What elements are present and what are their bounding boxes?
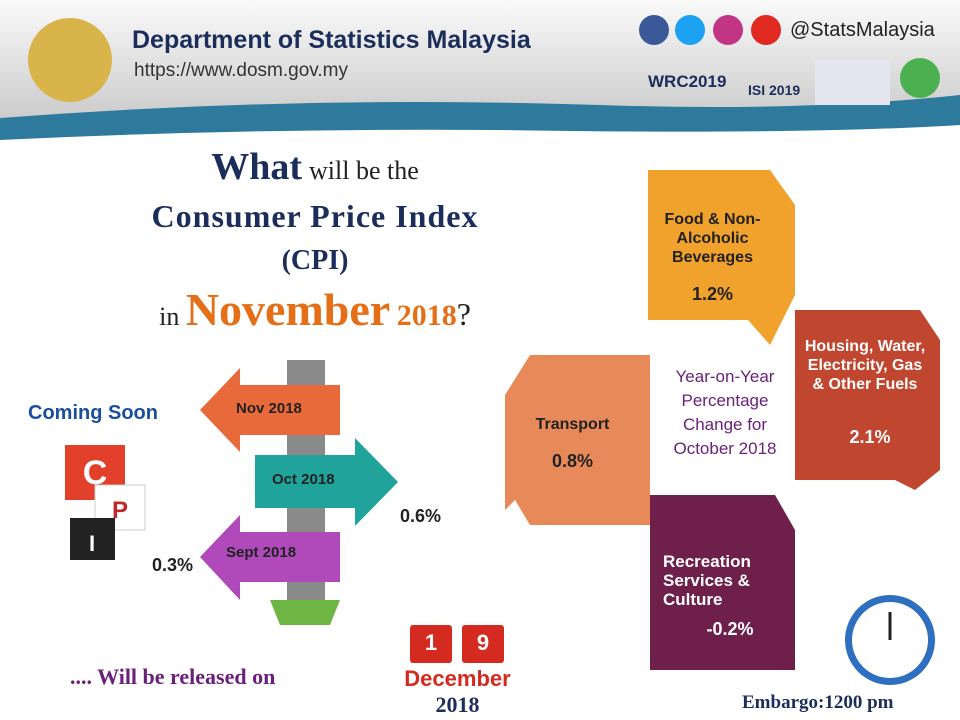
arrow-nov — [200, 368, 340, 452]
headline-abbr: (CPI) — [281, 245, 349, 276]
release-day: 1 — [424, 630, 438, 655]
logo: WRC2019 — [648, 72, 727, 91]
social-icons — [639, 15, 781, 45]
arrow-value: 0.6% — [400, 506, 442, 526]
group-name: Food & Non-Alcoholic Beverages — [664, 211, 761, 266]
group-name: Transport — [535, 416, 610, 433]
grass — [270, 600, 340, 625]
transport-shape — [505, 355, 650, 525]
release-year: 2018 — [435, 692, 480, 717]
swoosh-white — [0, 125, 960, 160]
center-text: Year-on-Year Percentage Change for Octob… — [673, 367, 777, 458]
release-day: 9 — [476, 630, 490, 655]
group-value: -0.2% — [706, 619, 754, 639]
logo: ISI 2019 — [748, 82, 801, 98]
group-value: 0.8% — [551, 451, 594, 471]
coming-soon: Coming Soon — [28, 402, 158, 424]
cube-letter: I — [89, 531, 95, 556]
arrow-label: Nov 2018 — [236, 400, 302, 417]
group-name: Housing, Water, Electricity, Gas & Other… — [804, 338, 926, 393]
food-shape — [648, 170, 795, 345]
arrow-label: Sept 2018 — [226, 544, 297, 561]
headline-what: What — [211, 146, 303, 188]
census-logo — [815, 60, 890, 105]
headline-cpi: Consumer Price Index — [151, 198, 479, 234]
day-box — [462, 625, 504, 663]
group-value: 2.1% — [849, 427, 891, 447]
arrow-label: Oct 2018 — [272, 471, 335, 488]
arrow-oct — [255, 438, 398, 526]
social-handle: @StatsMalaysia — [790, 19, 935, 41]
cube-i — [70, 518, 115, 560]
release-text: .... Will be released on — [70, 664, 276, 689]
embargo: Embargo:1200 pm — [742, 692, 894, 713]
headline-question: ? — [456, 296, 471, 332]
header-title: Department of Statistics Malaysia — [132, 26, 531, 54]
headline-year: 2018 — [396, 299, 457, 332]
group-name: Recreation Services & Culture — [663, 552, 751, 609]
housing-shape — [795, 310, 940, 490]
headline-text: will be the — [309, 156, 419, 185]
sdg-logo — [900, 58, 940, 98]
headline-month: November — [185, 284, 391, 335]
crest — [28, 18, 112, 102]
release-month: December — [404, 666, 511, 691]
cube-letter: P — [112, 497, 128, 524]
arrow-sept — [200, 515, 340, 600]
header-url: https://www.dosm.gov.my — [134, 60, 348, 81]
group-value: 1.2% — [691, 284, 734, 304]
day-box — [410, 625, 452, 663]
arrow-value: 0.3% — [152, 555, 194, 575]
recreation-shape — [650, 495, 795, 670]
cube-letter: C — [83, 454, 108, 492]
headline-text: in — [159, 302, 180, 331]
